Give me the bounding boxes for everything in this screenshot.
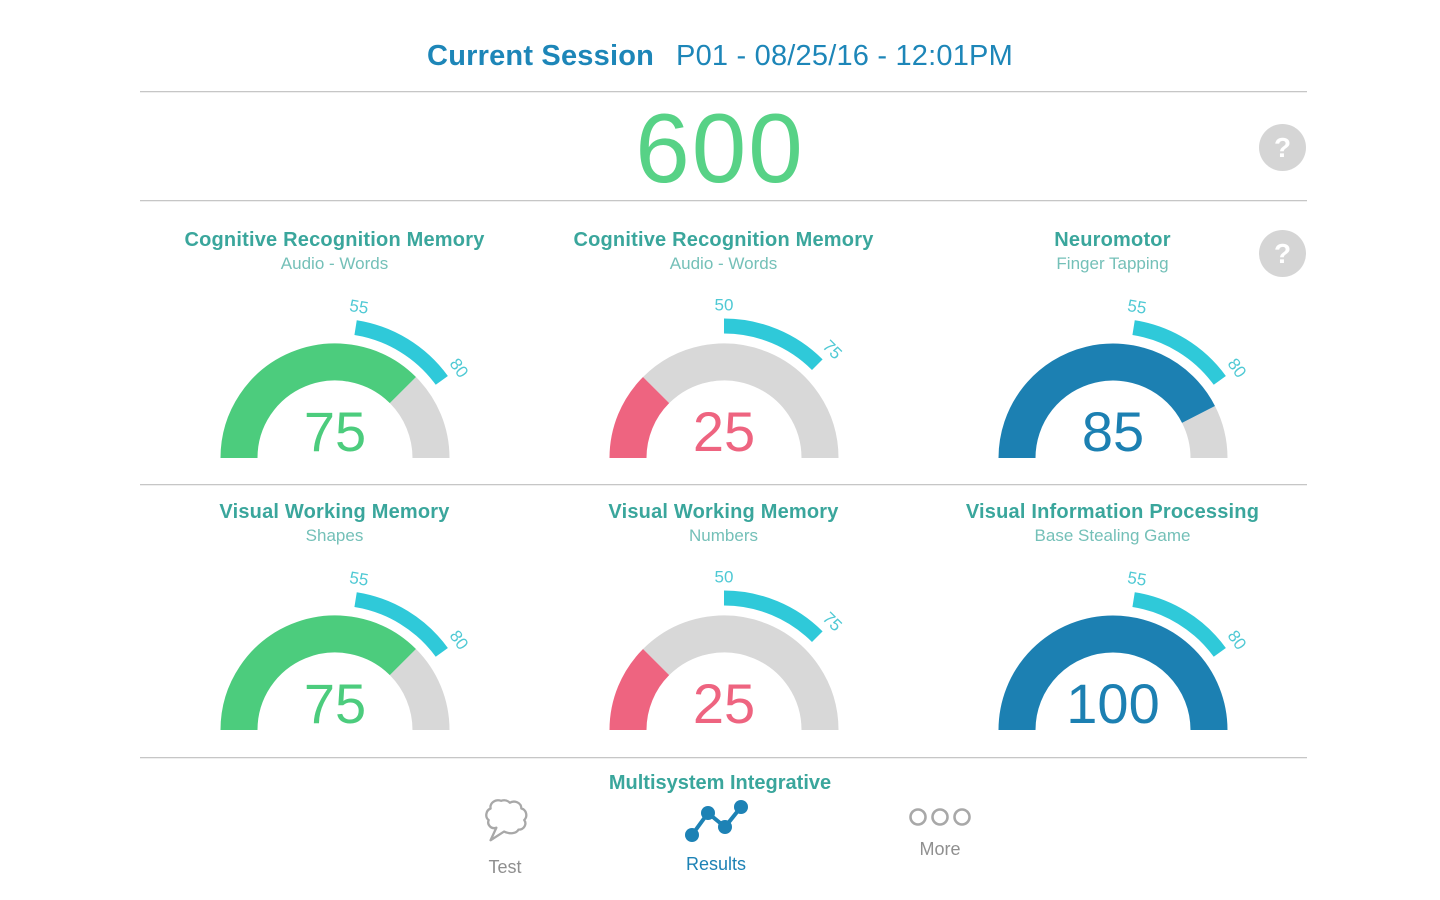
gauge-row-2: Visual Working Memory Shapes 55 80 75 Visu…: [140, 494, 1307, 738]
gauge-chart: 55 80 85: [998, 296, 1250, 463]
more-dots-icon: [908, 806, 972, 831]
line-chart-icon: [683, 799, 749, 846]
session-info: P01 - 08/25/16 - 12:01PM: [676, 40, 1013, 72]
gauge-title: Cognitive Recognition Memory: [573, 229, 874, 251]
gauge-title: Cognitive Recognition Memory: [184, 229, 485, 251]
nav-item-more[interactable]: More: [908, 806, 972, 860]
nav-item-results[interactable]: Results: [683, 799, 749, 875]
gauge-chart: 50 75 25: [609, 567, 845, 735]
gauge-normal-range-band: [353, 592, 448, 657]
nav-label: Test: [488, 857, 522, 877]
gauge-card: Neuromotor Finger Tapping 55 80 85: [918, 222, 1307, 466]
gauge-normal-range-band: [1131, 592, 1226, 657]
gauge-band-start-label: 50: [714, 567, 733, 586]
gauge-band-end-label: 80: [1223, 627, 1249, 653]
nav-label: More: [919, 839, 961, 859]
gauge-value: 25: [692, 672, 754, 735]
gauge-normal-range-band: [1131, 320, 1226, 385]
gauge-chart: 50 75 25: [609, 295, 845, 463]
gauge-track-arc: [388, 649, 449, 731]
divider: [140, 484, 1307, 486]
gauge-band-end-label: 80: [1223, 355, 1249, 381]
gauge-title: Visual Information Processing: [965, 501, 1260, 523]
gauge-title: Visual Working Memory: [219, 501, 450, 523]
gauge-chart: 55 80 75: [220, 296, 472, 463]
gauge-band-end-label: 80: [445, 627, 471, 653]
gauge-subtitle: Base Stealing Game: [1034, 526, 1191, 545]
gauge-value-arc: [220, 615, 416, 731]
gauge-value: 75: [303, 672, 365, 735]
divider: [140, 200, 1307, 202]
gauge-band-start-label: 55: [348, 568, 370, 590]
speech-bubble-icon: [480, 796, 530, 849]
overall-score: 600: [635, 93, 805, 203]
gauge-chart: 55 80 75: [220, 568, 472, 735]
gauge-band-end-label: 75: [818, 608, 845, 635]
gauge-value: 100: [1066, 672, 1159, 735]
gauge-band-start-label: 55: [1126, 568, 1148, 590]
gauge-band-end-label: 75: [818, 336, 845, 363]
nav-item-test[interactable]: Test: [480, 796, 530, 878]
gauge-value: 75: [303, 400, 365, 463]
gauge-value: 25: [692, 400, 754, 463]
gauge-card: Visual Information Processing Base Steal…: [918, 494, 1307, 738]
gauge-band-start-label: 55: [1126, 296, 1148, 318]
gauge-subtitle: Numbers: [689, 526, 758, 545]
gauge-track-arc: [1181, 405, 1227, 459]
page-title: Current Session: [427, 40, 655, 72]
page-header: Current Session P01 - 08/25/16 - 12:01PM: [0, 38, 1440, 74]
gauge-value-arc: [609, 377, 670, 459]
section-title-multisystem-integrative: Multisystem Integrative: [608, 772, 832, 794]
gauge-value: 85: [1081, 400, 1143, 463]
gauge-track-arc: [388, 377, 449, 459]
gauge-band-start-label: 50: [714, 295, 733, 314]
gauge-band-end-label: 80: [445, 355, 471, 381]
gauge-normal-range-band: [353, 320, 448, 385]
gauge-card: Cognitive Recognition Memory Audio - Wor…: [140, 222, 529, 466]
gauges-help-icon[interactable]: ?: [1259, 230, 1306, 277]
gauge-track-arc: [642, 343, 838, 459]
gauge-card: Visual Working Memory Shapes 55 80 75: [140, 494, 529, 738]
gauge-title: Visual Working Memory: [608, 501, 839, 523]
gauge-card: Cognitive Recognition Memory Audio - Wor…: [529, 222, 918, 466]
divider: [140, 91, 1307, 93]
nav-label: Results: [685, 854, 747, 874]
gauge-band-start-label: 55: [348, 296, 370, 318]
gauge-subtitle: Audio - Words: [280, 254, 389, 273]
gauge-chart: 55 80 100: [998, 568, 1250, 735]
gauge-subtitle: Shapes: [305, 526, 364, 545]
gauge-row-1: Cognitive Recognition Memory Audio - Wor…: [140, 222, 1307, 466]
gauge-value-arc: [998, 343, 1215, 459]
gauge-card: Visual Working Memory Numbers 50 75 25: [529, 494, 918, 738]
divider: [140, 757, 1307, 759]
gauge-normal-range-band: [723, 318, 823, 371]
gauge-value-arc: [998, 615, 1227, 731]
gauge-value-arc: [609, 649, 670, 731]
gauge-track-arc: [642, 615, 838, 731]
gauge-subtitle: Finger Tapping: [1056, 254, 1169, 273]
gauge-normal-range-band: [723, 590, 823, 643]
gauge-subtitle: Audio - Words: [669, 254, 778, 273]
gauge-value-arc: [220, 343, 416, 459]
score-help-icon[interactable]: ?: [1259, 124, 1306, 171]
gauge-title: Neuromotor: [1054, 229, 1171, 251]
